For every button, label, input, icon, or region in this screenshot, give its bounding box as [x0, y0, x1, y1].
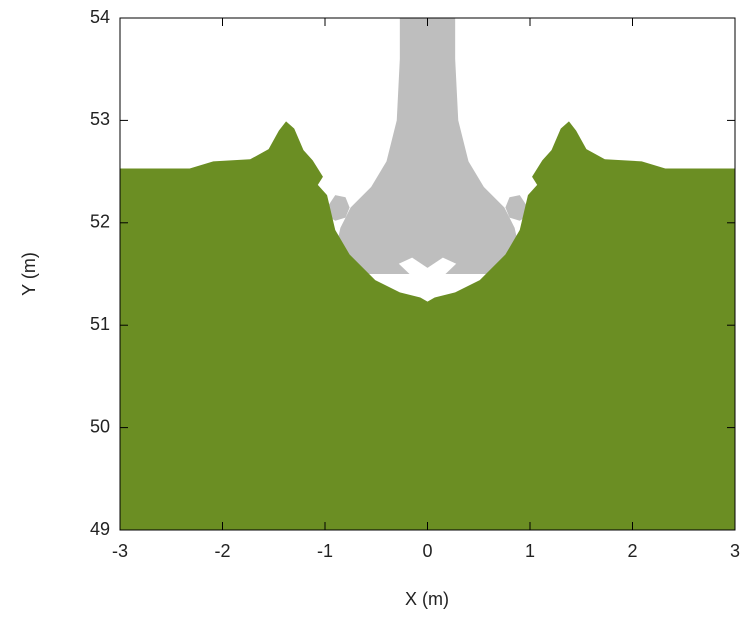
x-tick-label: -3: [112, 541, 128, 561]
region: [327, 195, 350, 221]
y-tick-label: 50: [90, 416, 110, 436]
y-tick-label: 52: [90, 212, 110, 232]
x-tick-label: 2: [627, 541, 637, 561]
x-tick-label: 1: [525, 541, 535, 561]
y-tick-label: 54: [90, 7, 110, 27]
y-axis-label: Y (m): [19, 252, 39, 296]
x-tick-label: 3: [730, 541, 740, 561]
x-tick-label: -1: [317, 541, 333, 561]
x-tick-label: 0: [422, 541, 432, 561]
x-tick-label: -2: [214, 541, 230, 561]
y-tick-label: 51: [90, 314, 110, 334]
region: [505, 195, 528, 221]
x-axis-label: X (m): [405, 589, 449, 609]
y-tick-label: 49: [90, 519, 110, 539]
region: [120, 121, 735, 530]
region: [330, 18, 525, 274]
region: [398, 257, 457, 305]
y-tick-label: 53: [90, 109, 110, 129]
